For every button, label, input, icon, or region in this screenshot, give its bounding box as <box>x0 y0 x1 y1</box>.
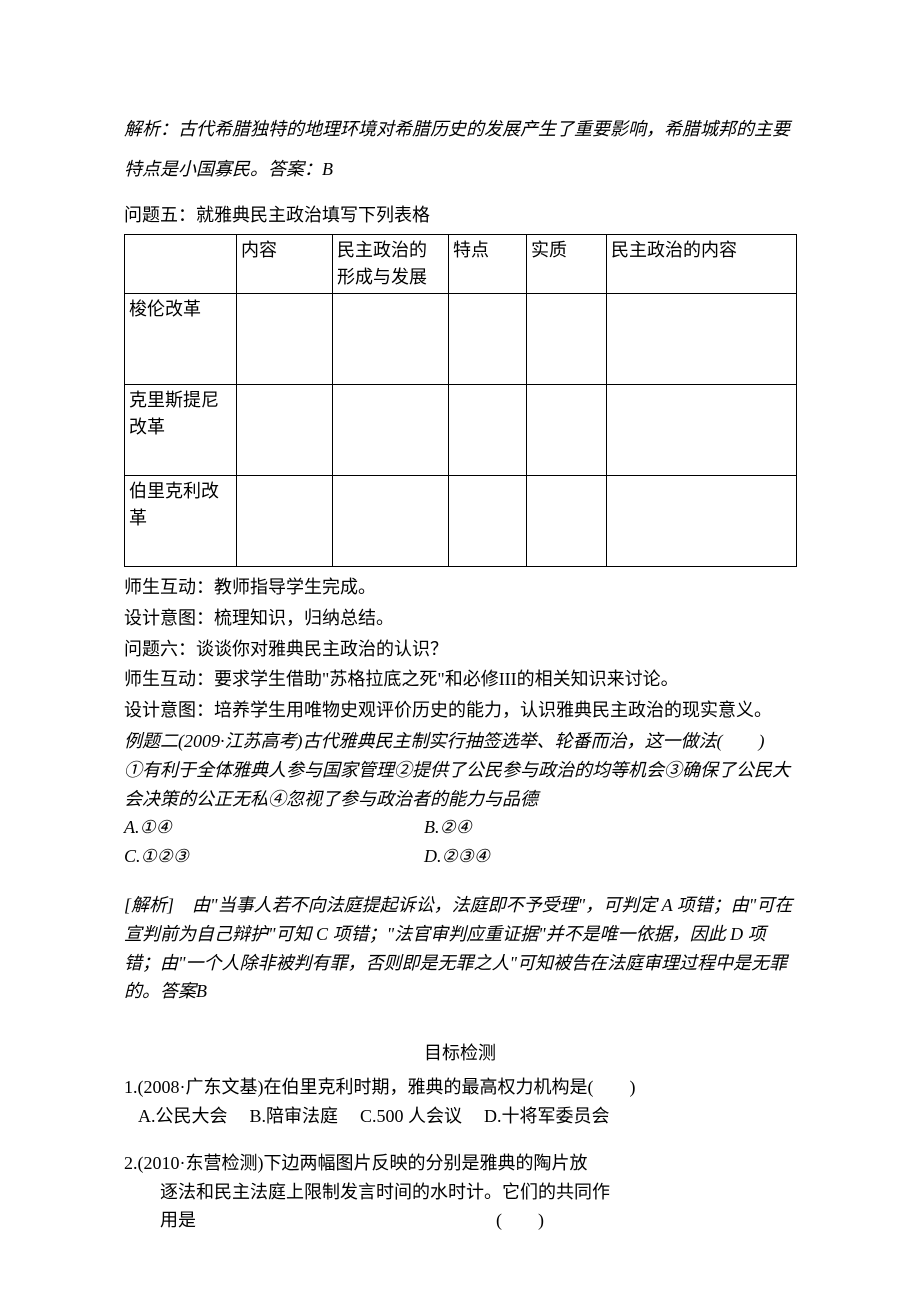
analysis-1: 解析：古代希腊独特的地理环境对希腊历史的发展产生了重要影响，希腊城邦的主要特点是… <box>124 110 796 189</box>
table-header-cell: 实质 <box>527 234 607 293</box>
target-q2-line2: 逐法和民主法庭上限制发言时间的水时计。它们的共同作 <box>124 1178 796 1207</box>
analysis-2-text: [解析] 由"当事人若不向法庭提起诉讼，法庭即不予受理"，可判定 A 项错；由"… <box>124 895 792 1001</box>
q5-intro: 问题五：就雅典民主政治填写下列表格 <box>124 201 796 230</box>
table-cell <box>237 384 333 475</box>
target-q1-option: C.500 人会议 <box>360 1102 462 1131</box>
table-cell <box>607 384 797 475</box>
target-q2-line3-label: 用是 <box>160 1206 196 1235</box>
example2-option-row: A.①④B.②④ <box>124 813 796 842</box>
table-cell <box>527 384 607 475</box>
example2-option-right: D.②③④ <box>424 842 796 871</box>
example2-option-left: C.①②③ <box>124 842 424 871</box>
target-q2-line3: 用是 ( ) <box>124 1206 796 1235</box>
example2-line: ①有利于全体雅典人参与国家管理②提供了公民参与政治的均等机会③确保了公民大会决策… <box>124 756 796 814</box>
example2-line: 例题二(2009·江苏高考)古代雅典民主制实行抽签选举、轮番而治，这一做法( ) <box>124 727 796 756</box>
table-cell <box>527 475 607 566</box>
table-cell: 伯里克利改革 <box>125 475 237 566</box>
q5-table: 内容民主政治的形成与发展特点实质民主政治的内容梭伦改革克里斯提尼改革伯里克利改革 <box>124 234 797 567</box>
table-cell <box>333 475 449 566</box>
targets-title: 目标检测 <box>124 1040 796 1067</box>
table-cell <box>527 293 607 384</box>
target-q1: 1.(2008·广东文基)在伯里克利时期，雅典的最高权力机构是( ) A.公民大… <box>124 1073 796 1131</box>
target-q1-option: A.公民大会 <box>138 1102 228 1131</box>
target-q2-line3-paren: ( ) <box>496 1206 544 1235</box>
example2-option-left: A.①④ <box>124 813 424 842</box>
table-header-cell: 民主政治的内容 <box>607 234 797 293</box>
table-cell <box>449 293 527 384</box>
table-row: 伯里克利改革 <box>125 475 797 566</box>
q5-after-line: 设计意图：梳理知识，归纳总结。 <box>124 604 796 633</box>
table-cell <box>333 384 449 475</box>
analysis-1-text: 解析：古代希腊独特的地理环境对希腊历史的发展产生了重要影响，希腊城邦的主要特点是… <box>124 119 790 179</box>
example-2: 例题二(2009·江苏高考)古代雅典民主制实行抽签选举、轮番而治，这一做法( )… <box>124 727 796 871</box>
table-cell <box>333 293 449 384</box>
table-row: 梭伦改革 <box>125 293 797 384</box>
analysis-2: [解析] 由"当事人若不向法庭提起诉讼，法庭即不予受理"，可判定 A 项错；由"… <box>124 891 796 1006</box>
target-q1-stem: 1.(2008·广东文基)在伯里克利时期，雅典的最高权力机构是( ) <box>124 1073 796 1102</box>
target-q2: 2.(2010·东营检测)下边两幅图片反映的分别是雅典的陶片放 逐法和民主法庭上… <box>124 1149 796 1235</box>
table-header-cell: 特点 <box>449 234 527 293</box>
table-cell <box>449 384 527 475</box>
table-header-cell <box>125 234 237 293</box>
table-cell <box>237 475 333 566</box>
table-cell <box>607 293 797 384</box>
table-cell <box>449 475 527 566</box>
table-cell: 梭伦改革 <box>125 293 237 384</box>
table-cell <box>237 293 333 384</box>
table-header-cell: 民主政治的形成与发展 <box>333 234 449 293</box>
q6-line: 师生互动：要求学生借助"苏格拉底之死"和必修III的相关知识来讨论。 <box>124 665 796 694</box>
table-header-cell: 内容 <box>237 234 333 293</box>
table-row: 克里斯提尼改革 <box>125 384 797 475</box>
q6-line: 问题六：谈谈你对雅典民主政治的认识？ <box>124 635 796 664</box>
table-cell <box>607 475 797 566</box>
example2-option-row: C.①②③D.②③④ <box>124 842 796 871</box>
target-q1-option: D.十将军委员会 <box>484 1102 610 1131</box>
q6-line: 设计意图：培养学生用唯物史观评价历史的能力，认识雅典民主政治的现实意义。 <box>124 696 796 725</box>
table-cell: 克里斯提尼改革 <box>125 384 237 475</box>
target-q2-line1: 2.(2010·东营检测)下边两幅图片反映的分别是雅典的陶片放 <box>124 1149 796 1178</box>
q5-after-line: 师生互动：教师指导学生完成。 <box>124 573 796 602</box>
target-q1-option: B.陪审法庭 <box>250 1102 339 1131</box>
example2-option-right: B.②④ <box>424 813 796 842</box>
target-q1-options: A.公民大会 B.陪审法庭 C.500 人会议 D.十将军委员会 <box>124 1102 796 1131</box>
